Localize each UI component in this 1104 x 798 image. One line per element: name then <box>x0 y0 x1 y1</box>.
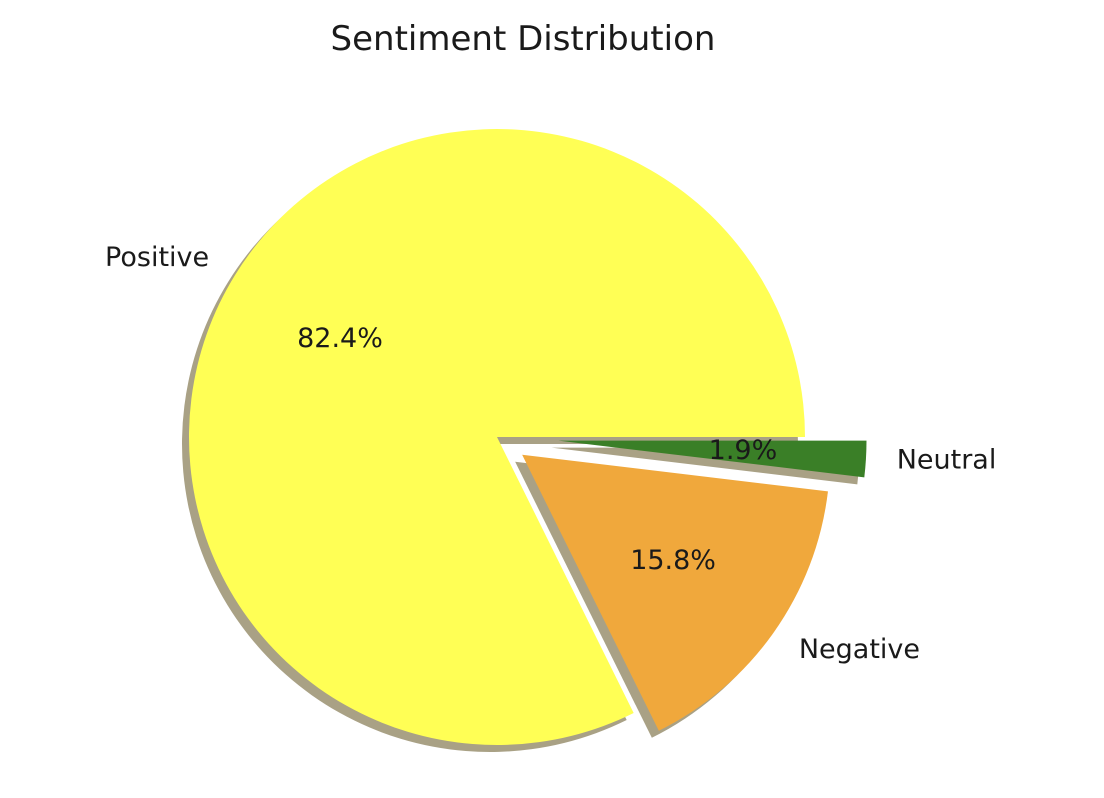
slice-positive <box>188 128 805 746</box>
pie-slices <box>188 128 867 746</box>
slice-neutral <box>558 440 867 478</box>
slice-label-neutral: Neutral <box>897 444 997 475</box>
chart-title: Sentiment Distribution <box>331 19 716 59</box>
slice-label-negative: Negative <box>799 634 920 665</box>
slice-labels: Positive 82.4% Negative 15.8% Neutral 1.9% <box>105 242 996 665</box>
slice-percent-positive: 82.4% <box>297 323 383 354</box>
slice-label-positive: Positive <box>105 242 209 273</box>
slice-percent-negative: 15.8% <box>630 545 716 576</box>
slice-negative <box>522 454 828 731</box>
slice-percent-neutral: 1.9% <box>709 435 778 466</box>
